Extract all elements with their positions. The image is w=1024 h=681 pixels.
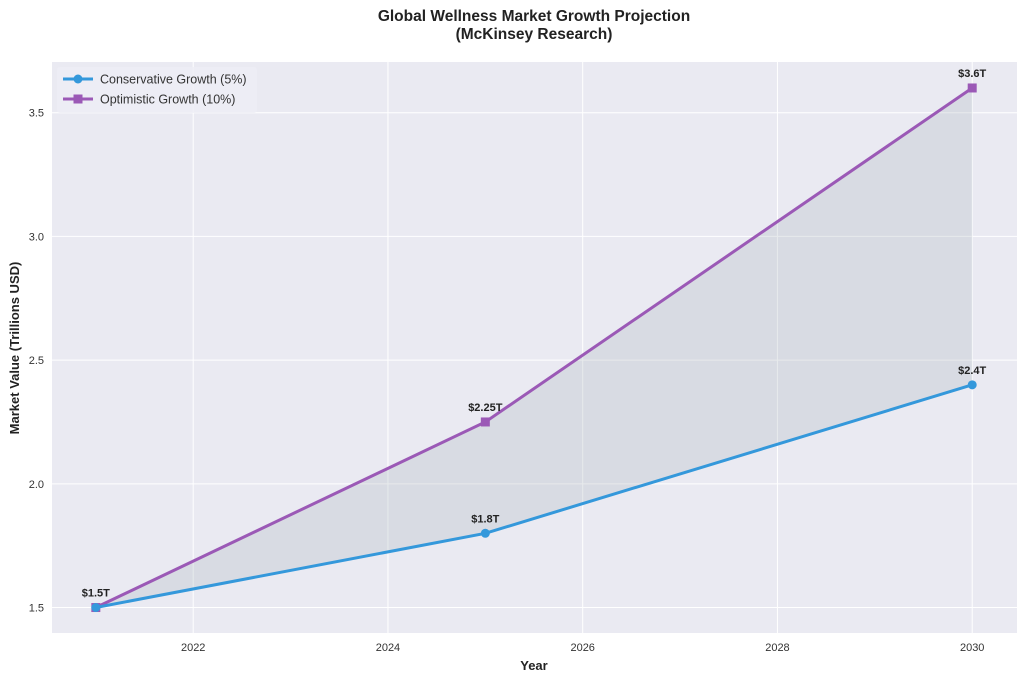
fill-between-area [95, 87, 973, 608]
y-tick-label: 3.0 [29, 231, 44, 243]
optimistic-data-label: $2.25T [468, 402, 503, 414]
x-tick-label: 2022 [181, 642, 205, 654]
conservative-point [91, 603, 101, 613]
conservative-legend-label: Conservative Growth (5%) [100, 73, 247, 87]
conservative-legend-marker [73, 74, 83, 84]
optimistic-point [967, 83, 977, 93]
x-axis-label: Year [520, 658, 547, 673]
conservative-data-label: $2.4T [958, 365, 986, 377]
chart-subtitle: (McKinsey Research) [456, 26, 613, 43]
x-tick-label: 2030 [960, 642, 984, 654]
y-tick-label: 1.5 [29, 603, 44, 615]
x-tick-label: 2028 [765, 642, 789, 654]
y-axis-label: Market Value (Trillions USD) [7, 262, 22, 435]
plot-area [52, 62, 1017, 633]
y-tick-label: 2.0 [29, 479, 44, 491]
y-tick-label: 2.5 [29, 355, 44, 367]
y-tick-label: 3.5 [29, 108, 44, 120]
optimistic-legend-label: Optimistic Growth (10%) [100, 93, 235, 107]
conservative-data-label: $1.8T [471, 513, 499, 525]
legend: Conservative Growth (5%) Optimistic Growt… [57, 67, 257, 113]
optimistic-point [480, 417, 490, 427]
optimistic-data-label: $3.6T [958, 68, 986, 80]
x-tick-label: 2024 [376, 642, 400, 654]
optimistic-legend-marker [73, 94, 83, 104]
conservative-data-label: $1.5T [82, 588, 110, 600]
x-tick-label: 2026 [570, 642, 594, 654]
conservative-point [480, 528, 490, 538]
conservative-point [967, 380, 977, 390]
chart-title: Global Wellness Market Growth Projection [378, 8, 690, 25]
